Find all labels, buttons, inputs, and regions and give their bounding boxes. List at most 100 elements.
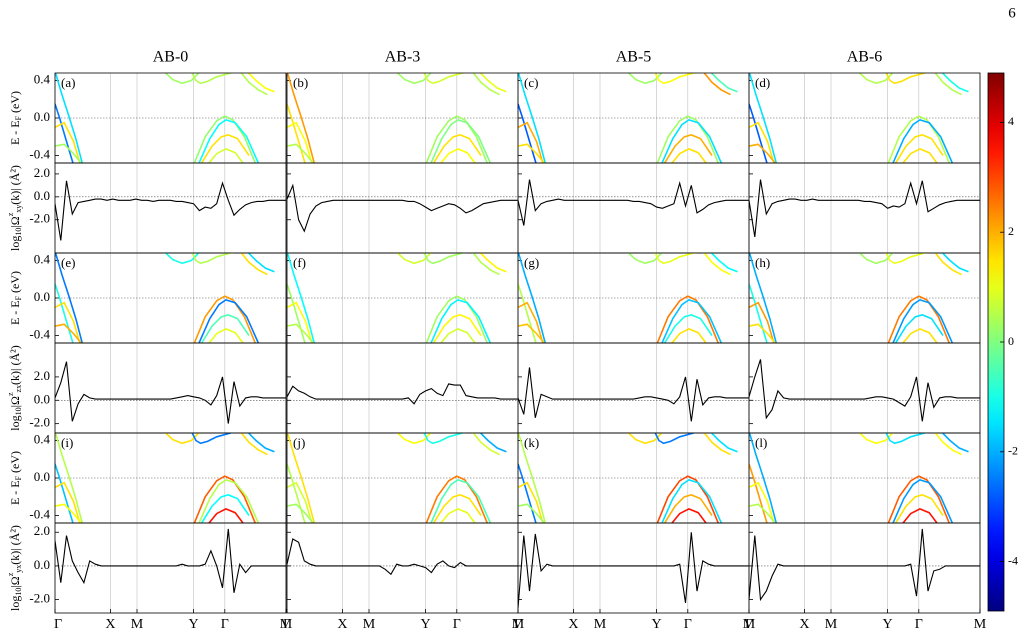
x-tick-label: M xyxy=(280,617,293,632)
column-title: AB-5 xyxy=(616,49,652,66)
band-line xyxy=(191,433,235,445)
y-tick-label: 0.0 xyxy=(34,469,50,484)
y-axis-label-part: (eV) xyxy=(8,91,22,116)
band-line xyxy=(208,148,244,163)
band-line xyxy=(518,433,547,523)
x-tick-label: Γ xyxy=(54,617,62,632)
berry-curvature-line xyxy=(287,538,518,576)
band-line xyxy=(703,73,731,96)
band-line xyxy=(518,283,537,343)
band-line xyxy=(887,475,951,523)
band-line xyxy=(287,433,316,523)
y-tick-label: -0.4 xyxy=(29,506,50,521)
x-tick-label: Y xyxy=(883,617,893,632)
band-line xyxy=(663,494,713,523)
panel-frame xyxy=(54,162,287,254)
band-line xyxy=(902,508,938,523)
y-tick-label: 2.0 xyxy=(34,523,50,538)
band-line xyxy=(430,119,492,163)
x-tick-label: M xyxy=(363,617,376,632)
band-line xyxy=(423,73,467,85)
x-tick-label: M xyxy=(131,617,144,632)
y-axis-label-part: |Ω xyxy=(8,396,22,407)
berry-curvature-line xyxy=(749,359,980,422)
berry-curvature-line xyxy=(518,532,749,609)
band-line xyxy=(661,299,723,343)
y-axis-label-part: F xyxy=(14,115,23,120)
band-line xyxy=(518,253,547,343)
band-line xyxy=(287,503,315,523)
band-line xyxy=(749,323,777,343)
band-line xyxy=(198,299,260,343)
y-axis-label: E - EF (eV) xyxy=(8,91,23,145)
band-line xyxy=(240,73,268,96)
band-line xyxy=(885,433,929,445)
band-line xyxy=(55,433,84,523)
y-axis-label-part: log xyxy=(8,236,22,251)
band-line xyxy=(661,119,723,163)
x-tick-label: Γ xyxy=(745,617,753,632)
x-tick-label: M xyxy=(743,617,756,632)
band-line xyxy=(749,301,775,343)
berry-curvature-line xyxy=(55,528,286,593)
band-line xyxy=(193,295,257,343)
band-line xyxy=(479,433,507,453)
y-tick-label: -2.0 xyxy=(29,591,50,606)
y-tick-label: 0.4 xyxy=(34,71,51,86)
band-line xyxy=(208,508,244,523)
x-tick-label: Y xyxy=(652,617,662,632)
y-tick-label: 0.0 xyxy=(34,557,50,572)
y-axis-label-part: z xyxy=(6,212,15,216)
y-axis-label: log10|Ωzyx(k)| (Å²) xyxy=(6,525,23,611)
band-line xyxy=(892,299,954,343)
y-axis-label-part: E - E xyxy=(8,120,22,145)
x-tick-label: Γ xyxy=(684,617,692,632)
band-line xyxy=(710,433,738,453)
band-line xyxy=(671,148,707,163)
band-line xyxy=(749,103,768,163)
band-line xyxy=(472,253,500,276)
y-axis-label-part: E - E xyxy=(8,300,22,325)
column-title: AB-0 xyxy=(153,49,189,66)
y-axis-label: E - EF (eV) xyxy=(8,271,23,325)
band-line xyxy=(518,463,537,523)
band-line xyxy=(287,121,313,163)
y-tick-label: -2.0 xyxy=(29,211,50,226)
y-tick-label: 0.0 xyxy=(34,289,50,304)
band-line xyxy=(479,73,507,93)
panel-label: (j) xyxy=(293,435,305,450)
band-line xyxy=(198,119,260,163)
band-line xyxy=(287,301,313,343)
band-line xyxy=(656,295,720,343)
x-tick-label: X xyxy=(105,617,115,632)
band-line xyxy=(440,508,476,523)
band-line xyxy=(440,328,476,343)
band-line xyxy=(749,253,778,343)
band-line xyxy=(247,433,275,453)
band-line xyxy=(663,314,713,343)
band-line xyxy=(430,299,492,343)
band-line xyxy=(885,253,929,265)
y-tick-label: -2.0 xyxy=(29,415,50,430)
x-tick-label: Γ xyxy=(514,617,522,632)
band-line xyxy=(55,301,81,343)
band-line xyxy=(423,253,467,265)
band-line xyxy=(425,475,489,523)
band-line xyxy=(518,73,547,163)
band-line xyxy=(703,253,731,276)
y-axis-label-part: z xyxy=(6,392,15,396)
berry-curvature-line xyxy=(287,383,518,405)
y-axis-label-part: log xyxy=(8,415,22,430)
band-line xyxy=(661,479,723,523)
y-axis-label-part: 10 xyxy=(14,228,23,236)
band-line xyxy=(518,323,546,343)
panel-label: (c) xyxy=(524,75,538,90)
band-line xyxy=(892,479,954,523)
band-line xyxy=(200,134,250,163)
band-line xyxy=(934,73,962,96)
panel-label: (g) xyxy=(524,255,539,270)
panel-frame xyxy=(286,522,519,614)
x-tick-label: X xyxy=(799,617,809,632)
band-line xyxy=(198,479,260,523)
band-line xyxy=(430,479,492,523)
